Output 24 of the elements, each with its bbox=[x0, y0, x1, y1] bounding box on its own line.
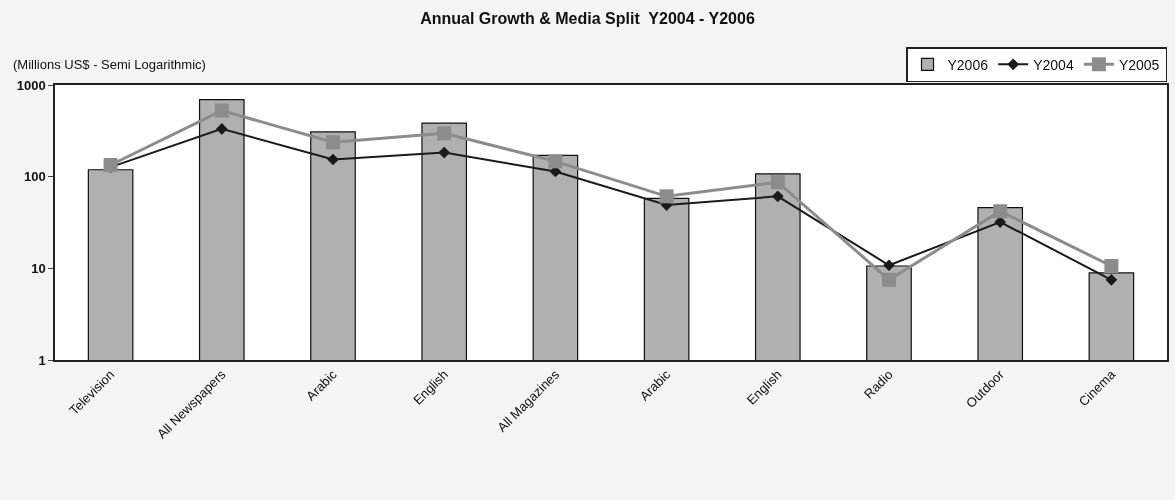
chart-subtitle: (Millions US$ - Semi Logarithmic) bbox=[13, 57, 206, 72]
point bbox=[438, 146, 451, 159]
legend-label: Y2006 bbox=[947, 56, 989, 73]
point bbox=[215, 123, 228, 135]
point bbox=[326, 135, 340, 150]
point bbox=[548, 154, 563, 169]
point bbox=[771, 190, 784, 203]
y-tick-label: 1000 bbox=[16, 77, 46, 93]
legend-label: Y2005 bbox=[1118, 56, 1160, 73]
point bbox=[882, 272, 896, 287]
legend-label: Y2004 bbox=[1033, 56, 1074, 73]
point bbox=[214, 103, 229, 118]
y-tick-label: 10 bbox=[31, 260, 46, 276]
chart-title: Annual Growth & Media Split Y2004 - Y2006 bbox=[420, 9, 755, 27]
y-tick-label: 1 bbox=[38, 352, 46, 368]
point bbox=[437, 126, 452, 141]
point bbox=[327, 153, 339, 166]
point bbox=[993, 204, 1008, 219]
y-tick-label: 100 bbox=[23, 169, 46, 185]
point bbox=[1104, 259, 1119, 274]
point bbox=[1105, 273, 1118, 286]
point bbox=[883, 259, 895, 272]
point bbox=[770, 175, 785, 190]
point bbox=[659, 189, 674, 204]
